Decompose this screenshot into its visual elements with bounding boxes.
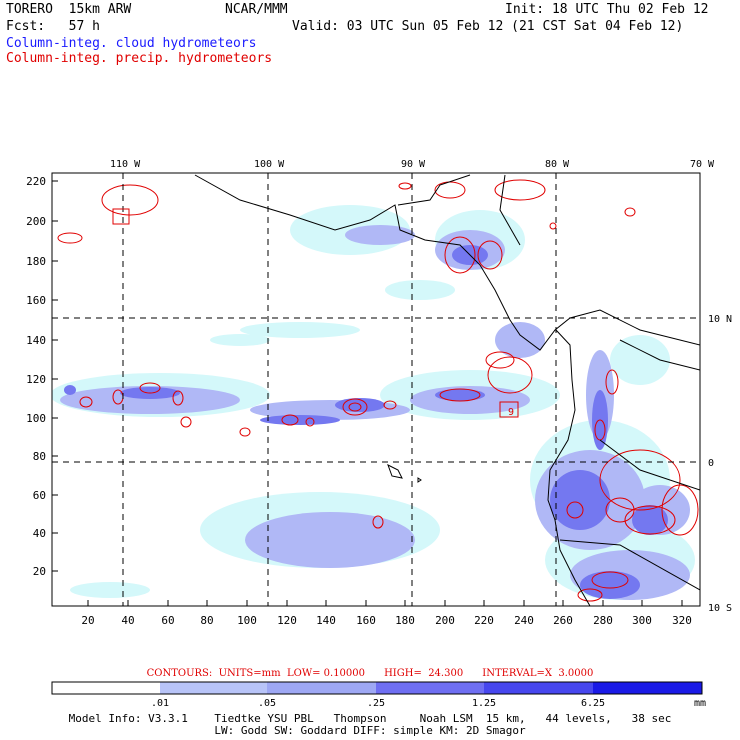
org-label: NCAR/MMM xyxy=(225,2,288,17)
y-tick-label: 140 xyxy=(26,334,46,347)
marker-box-east xyxy=(499,401,519,418)
y-tick-label: 40 xyxy=(33,527,46,540)
colorbar: .01 .05 .25 1.25 6.25 mm xyxy=(51,681,706,709)
colorbar-segment xyxy=(593,682,702,694)
lat-label-10n: 10 N xyxy=(708,314,732,325)
colorbar-label: .25 xyxy=(367,698,385,709)
colorbar-segment xyxy=(484,682,593,694)
x-tick-label: 200 xyxy=(435,614,455,627)
x-tick-labels: 20 40 60 80 100 120 140 160 180 200 220 … xyxy=(81,614,692,627)
contour-info: CONTOURS: UNITS=mm LOW= 0.10000 HIGH= 24… xyxy=(146,668,594,679)
y-tick-label: 60 xyxy=(33,489,46,502)
y-tick-label: 80 xyxy=(33,450,46,463)
x-tick-label: 80 xyxy=(200,614,213,627)
colorbar-label: .01 xyxy=(151,698,169,709)
x-tick-label: 40 xyxy=(121,614,134,627)
lon-label-70w: 70 W xyxy=(690,159,715,170)
colorbar-label: 6.25 xyxy=(581,698,605,709)
precip-field-label: Column-integ. precip. hydrometeors xyxy=(6,51,273,66)
model-info-line1: Model Info: V3.3.1 Tiedtke YSU PBL Thomp… xyxy=(68,712,672,725)
colorbar-unit: mm xyxy=(694,698,706,709)
y-tick-labels: 220 200 180 160 140 120 100 80 60 40 20 xyxy=(26,175,46,578)
x-tick-label: 120 xyxy=(277,614,297,627)
x-tick-label: 60 xyxy=(161,614,174,627)
lat-label-0: 0 xyxy=(708,458,714,469)
model-title: TORERO 15km ARW xyxy=(6,2,132,17)
model-info-line2: LW: Godd SW: Goddard DIFF: simple KM: 2D… xyxy=(214,724,526,737)
y-tick-label: 100 xyxy=(26,412,46,425)
y-tick-label: 220 xyxy=(26,175,46,188)
x-tick-label: 260 xyxy=(553,614,573,627)
map-panel: 9 110 W 100 W 90 W 80 W 70 W 10 N 0 10 S… xyxy=(26,159,732,627)
y-tick-label: 200 xyxy=(26,215,46,228)
marker-box-west xyxy=(112,208,130,225)
lon-label-80w: 80 W xyxy=(545,159,570,170)
axis-ticks xyxy=(52,180,683,606)
x-tick-label: 180 xyxy=(395,614,415,627)
x-tick-label: 20 xyxy=(81,614,94,627)
lat-label-10s: 10 S xyxy=(708,603,732,614)
lon-label-90w: 90 W xyxy=(401,159,426,170)
x-tick-label: 220 xyxy=(474,614,494,627)
colorbar-segment xyxy=(267,682,376,694)
y-tick-label: 20 xyxy=(33,565,46,578)
lon-label-100w: 100 W xyxy=(254,159,285,170)
map-frame xyxy=(51,172,701,607)
forecast-hour: Fcst: 57 h xyxy=(6,19,100,34)
init-time: Init: 18 UTC Thu 02 Feb 12 xyxy=(505,2,709,17)
colorbar-label: 1.25 xyxy=(472,698,496,709)
lon-label-110w: 110 W xyxy=(110,159,141,170)
precip-contours xyxy=(57,179,699,602)
colorbar-segment xyxy=(52,682,160,694)
x-tick-label: 280 xyxy=(593,614,613,627)
y-tick-label: 160 xyxy=(26,294,46,307)
x-tick-label: 240 xyxy=(514,614,534,627)
colorbar-segment xyxy=(376,682,484,694)
x-tick-label: 100 xyxy=(237,614,257,627)
x-tick-label: 140 xyxy=(316,614,336,627)
y-tick-label: 180 xyxy=(26,255,46,268)
x-tick-label: 160 xyxy=(356,614,376,627)
x-tick-label: 320 xyxy=(672,614,692,627)
cloud-field-label: Column-integ. cloud hydrometeors xyxy=(6,36,257,51)
latlon-grid xyxy=(52,173,700,606)
colorbar-segment xyxy=(160,682,267,694)
x-tick-label: 300 xyxy=(632,614,652,627)
colorbar-label: .05 xyxy=(258,698,276,709)
y-tick-label: 120 xyxy=(26,373,46,386)
valid-time: Valid: 03 UTC Sun 05 Feb 12 (21 CST Sat … xyxy=(292,19,684,34)
marker-label: 9 xyxy=(508,407,514,418)
